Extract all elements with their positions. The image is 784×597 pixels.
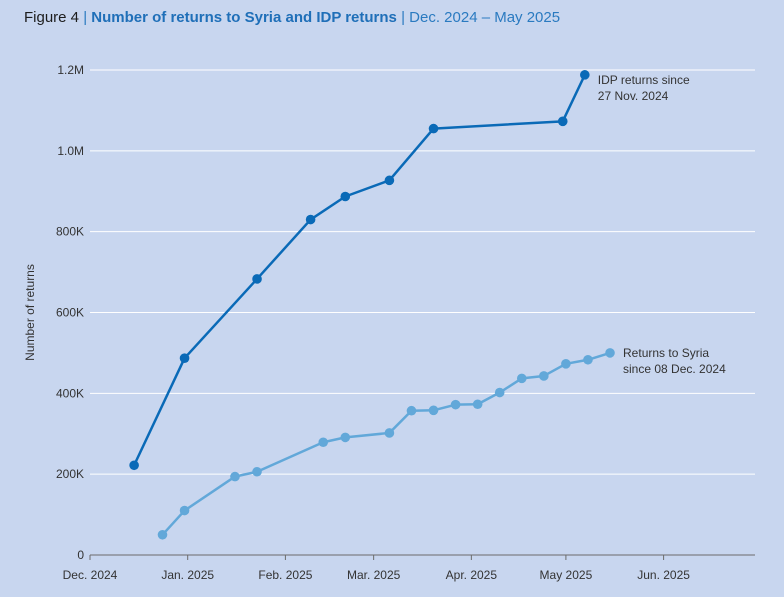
data-point	[252, 274, 262, 284]
chart-title: Number of returns to Syria and IDP retur…	[91, 9, 397, 26]
data-point	[179, 353, 190, 363]
x-tick-label: Mar. 2025	[347, 568, 401, 582]
title-separator-2: |	[401, 9, 405, 26]
data-point	[450, 399, 461, 410]
x-tick-label: Feb. 2025	[258, 568, 312, 582]
x-tick-label: Jun. 2025	[637, 568, 690, 582]
x-tick-label: Apr. 2025	[446, 568, 498, 582]
series-label-line: Returns to Syria	[623, 346, 709, 360]
data-point	[157, 529, 168, 540]
data-point	[494, 387, 505, 398]
x-tick-label: May 2025	[540, 568, 593, 582]
data-point	[252, 466, 262, 477]
data-point	[406, 405, 417, 416]
data-point	[340, 432, 351, 443]
x-tick-label: Dec. 2024	[63, 568, 118, 582]
data-point	[539, 371, 549, 381]
data-point	[428, 405, 439, 416]
y-tick-label: 200K	[56, 467, 84, 481]
data-point	[557, 116, 568, 127]
data-point	[472, 399, 483, 410]
data-point	[384, 175, 395, 186]
x-tick-label: Jan. 2025	[161, 568, 214, 582]
series-line-1	[132, 74, 586, 466]
data-point	[340, 191, 351, 202]
data-point	[561, 359, 571, 369]
data-point	[605, 348, 615, 358]
series-label-2: Returns to Syria since 08 Dec. 2024	[623, 346, 726, 376]
y-axis-label: Number of returns	[23, 264, 37, 361]
series-label-line: 27 Nov. 2024	[598, 89, 669, 103]
title-separator: |	[83, 9, 88, 26]
chart-title-row: Figure 4 | Number of returns to Syria an…	[24, 9, 560, 26]
y-tick-label: 1.0M	[57, 144, 84, 158]
y-tick-label: 400K	[56, 386, 84, 400]
data-point	[179, 505, 190, 516]
data-point	[230, 471, 240, 482]
data-point	[580, 70, 590, 80]
data-point	[583, 354, 593, 365]
y-tick-label: 1.2M	[57, 63, 84, 77]
series-label-line: since 08 Dec. 2024	[623, 362, 726, 376]
series-label-1: IDP returns since 27 Nov. 2024	[598, 73, 690, 103]
figure-label: Figure 4	[24, 9, 80, 26]
chart-subtitle: Dec. 2024 – May 2025	[409, 9, 561, 26]
data-point	[516, 373, 527, 384]
data-point	[318, 437, 329, 448]
data-point	[428, 123, 439, 134]
y-tick-label: 600K	[56, 306, 84, 320]
data-point	[384, 428, 395, 438]
series-label-line: IDP returns since	[598, 73, 690, 87]
y-tick-label: 800K	[56, 225, 84, 239]
data-point	[129, 460, 139, 471]
y-tick-label: 0	[77, 548, 84, 562]
data-point	[305, 214, 316, 225]
